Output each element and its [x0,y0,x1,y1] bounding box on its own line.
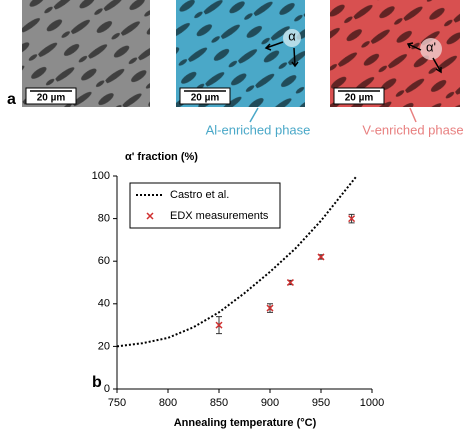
data-point [286,278,294,287]
y-tick-label: 100 [92,170,110,182]
x-tick-label: 800 [159,397,177,409]
y-tick-label: 20 [98,340,110,352]
y-axis-label: α' fraction (%) [125,151,198,163]
phase-marker: α' [426,39,436,54]
panel-label: b [92,374,102,391]
data-point [317,253,325,261]
phase-label: Al-enriched phase [206,122,311,137]
x-tick-label: 1000 [360,397,384,409]
y-tick-label: 60 [98,255,110,267]
marker-bg [420,38,442,60]
scale-label: 20 µm [345,93,374,104]
data-point [266,304,274,312]
y-tick-label: 40 [98,298,110,310]
scale-label: 20 µm [37,93,66,104]
phase-label: V-enriched phase [362,122,463,137]
scale-bars [25,87,385,105]
panel-label: a [7,91,16,108]
legend-label: Castro et al. [170,189,229,201]
x-tick-label: 900 [261,397,279,409]
y-tick-label: 80 [98,213,110,225]
legend-box [129,182,281,229]
legend-label: EDX measurements [170,210,269,222]
marker-bg [283,29,301,47]
phase-marker: α [288,28,296,43]
x-tick-label: 950 [312,397,330,409]
curve [116,175,358,348]
data-point [215,321,223,329]
legend-swatch [146,212,154,220]
arrows [249,41,442,123]
y-tick-label: 0 [104,383,110,395]
x-tick-label: 850 [210,397,228,409]
scale-label: 20 µm [191,93,220,104]
x-axis-label: Annealing temperature (°C) [174,417,317,429]
x-tick-label: 750 [108,397,126,409]
data-point [348,215,356,223]
